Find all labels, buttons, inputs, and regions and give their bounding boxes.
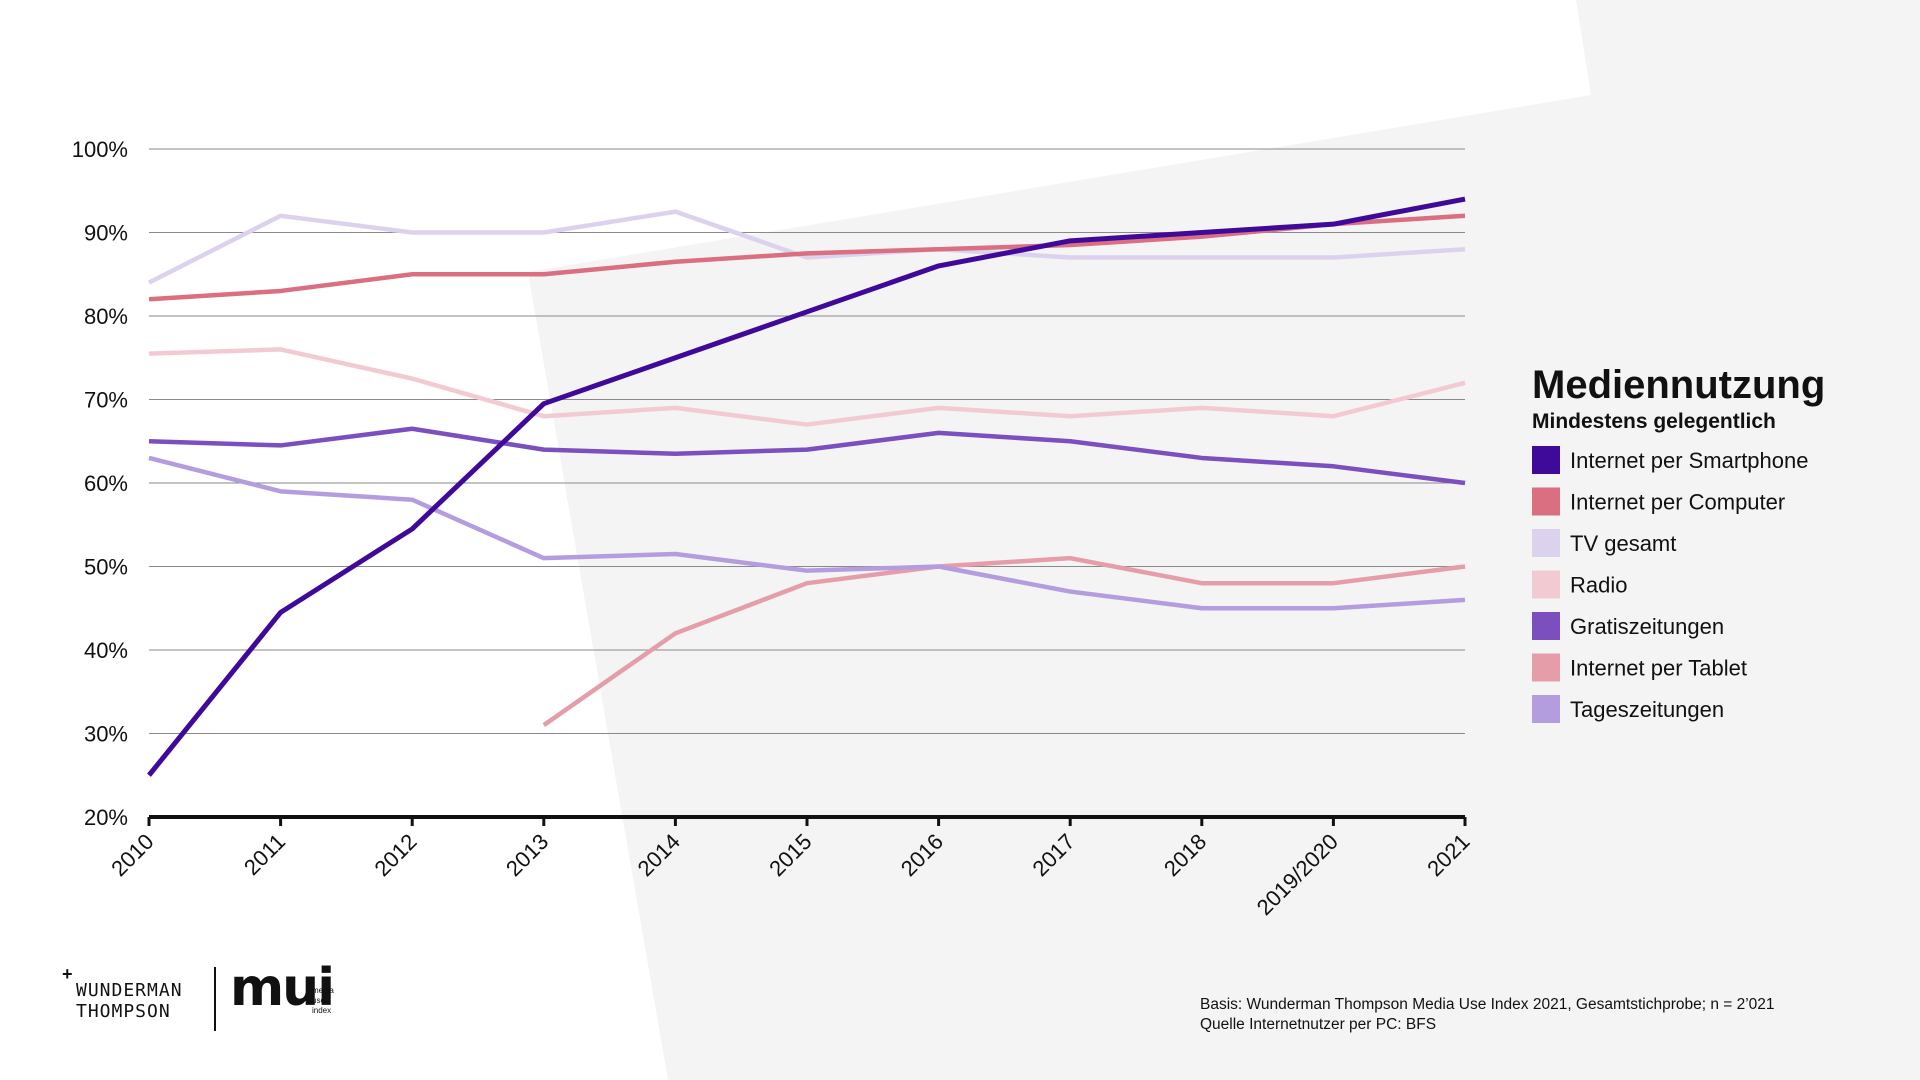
legend-swatch [1532,529,1560,557]
legend-swatch [1532,487,1560,516]
legend-swatch [1532,695,1560,723]
y-tick-label: 40% [84,638,128,663]
y-tick-label: 30% [84,722,128,747]
mui-wordmark: mui [230,958,335,1018]
mui-subtext-line: media [312,986,334,995]
legend-item-label: Internet per Smartphone [1570,448,1808,473]
x-tick-label: 2013 [501,829,553,881]
legend-item-label: Tageszeitungen [1570,697,1724,722]
y-tick-label: 60% [84,471,128,496]
mui-subtext-line: use [312,996,325,1005]
wunderman-thompson-logo: + WUNDERMAN THOMPSON [62,964,212,1040]
legend-subtitle: Mindestens gelegentlich [1532,410,1776,433]
series-line [148,347,1466,427]
mui-subtext: media use index [312,986,334,1016]
legend-swatch [1532,570,1560,599]
gridlines [149,148,1465,734]
logo-divider [214,967,216,1031]
series-line [148,213,1466,302]
logo-text-wunderman: WUNDERMAN [76,980,183,1001]
y-tick-label: 80% [84,304,128,329]
legend-title: Mediennutzung [1532,363,1825,407]
y-axis-ticks: 20% 30% 40% 50% 60% 70% 80% 90% 100% [72,137,128,830]
mui-subtext-line: index [312,1006,332,1015]
legend-item-label: TV gesamt [1570,531,1676,556]
mui-logo: mui media use index [230,958,350,1036]
legend-item-label: Internet per Computer [1570,490,1785,515]
series-line [542,555,1466,727]
legend-item-label: Radio [1570,573,1627,598]
series-lines [147,196,1466,777]
x-tick-label: 2010 [106,829,158,881]
source-footnote: Basis: Wunderman Thompson Media Use Inde… [1200,995,1775,1035]
logo-text-thompson: THOMPSON [76,1001,171,1022]
y-tick-label: 100% [72,137,128,162]
footnote-source: Quelle Internetnutzer per PC: BFS [1200,1016,1437,1033]
x-tick-label: 2012 [369,829,421,881]
series-line [148,426,1466,486]
plus-icon: + [62,964,73,984]
series-line [147,196,1466,777]
legend-swatch [1532,653,1560,682]
series-line [148,455,1466,611]
background-decoration [528,0,1920,1080]
y-tick-label: 90% [84,221,128,246]
y-tick-label: 50% [84,555,128,580]
legend-swatch [1532,446,1560,474]
y-tick-label: 70% [84,388,128,413]
y-tick-label: 20% [84,805,128,830]
legend-item-label: Gratiszeitungen [1570,614,1724,639]
legend: Mediennutzung Mindestens gelegentlich In… [1532,363,1825,723]
x-tick-label: 2011 [239,829,290,880]
footnote-basis: Basis: Wunderman Thompson Media Use Inde… [1200,996,1775,1013]
legend-item-label: Internet per Tablet [1570,656,1747,681]
series-line [147,209,1466,285]
legend-swatch [1532,612,1560,640]
